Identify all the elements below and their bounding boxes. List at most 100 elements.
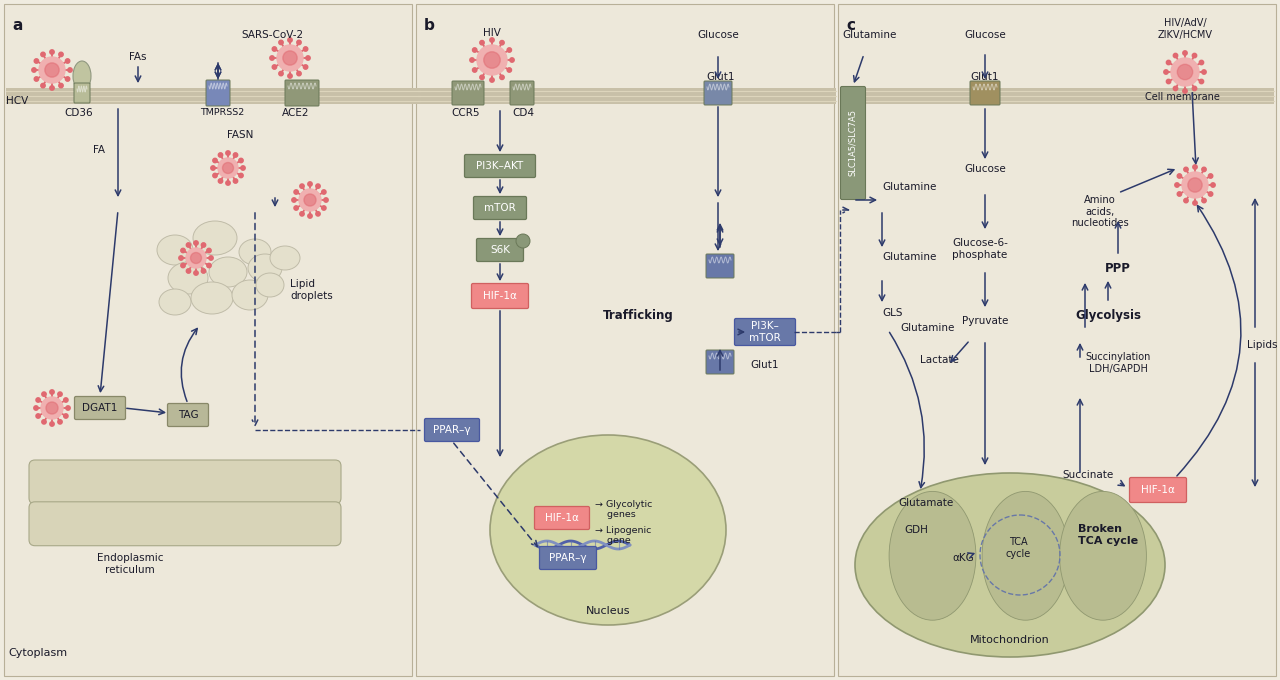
Text: PPAR–γ: PPAR–γ (433, 425, 471, 435)
Circle shape (207, 248, 211, 253)
FancyBboxPatch shape (476, 239, 524, 262)
FancyBboxPatch shape (535, 507, 590, 530)
Text: → Glycolytic
    genes: → Glycolytic genes (595, 500, 653, 520)
Circle shape (219, 153, 223, 157)
Circle shape (36, 398, 41, 402)
Text: Glutamine: Glutamine (900, 323, 955, 333)
Text: Glutamine: Glutamine (842, 30, 897, 40)
Circle shape (42, 392, 46, 396)
Circle shape (180, 263, 186, 268)
Circle shape (499, 41, 504, 45)
Circle shape (288, 38, 292, 42)
Text: Glucose-6-
phosphate: Glucose-6- phosphate (952, 238, 1007, 260)
FancyBboxPatch shape (29, 460, 340, 504)
Text: ACE2: ACE2 (282, 108, 310, 118)
Circle shape (1193, 165, 1197, 169)
Circle shape (209, 256, 214, 260)
Circle shape (65, 58, 70, 63)
Circle shape (1208, 192, 1212, 197)
Circle shape (35, 58, 38, 63)
Circle shape (1178, 192, 1181, 197)
Text: PPAR–γ: PPAR–γ (549, 553, 586, 563)
Circle shape (64, 398, 68, 402)
Text: HCV: HCV (6, 96, 28, 106)
Ellipse shape (209, 257, 247, 287)
Circle shape (58, 392, 63, 396)
Circle shape (1188, 178, 1202, 192)
Text: FAs: FAs (129, 52, 147, 62)
Text: Amino
acids,
nucleotides: Amino acids, nucleotides (1071, 195, 1129, 228)
Ellipse shape (256, 273, 284, 297)
Text: Succinylation
LDH/GAPDH: Succinylation LDH/GAPDH (1085, 352, 1151, 373)
Circle shape (1174, 86, 1178, 90)
FancyBboxPatch shape (1129, 477, 1187, 503)
Ellipse shape (1060, 492, 1147, 620)
Circle shape (1178, 174, 1181, 178)
Circle shape (50, 422, 54, 426)
Circle shape (187, 269, 191, 273)
Text: HIF-1α: HIF-1α (483, 291, 517, 301)
Text: Endoplasmic
reticulum: Endoplasmic reticulum (97, 553, 164, 575)
Circle shape (1166, 80, 1171, 84)
FancyBboxPatch shape (465, 154, 535, 177)
Circle shape (297, 40, 301, 45)
Circle shape (41, 397, 63, 419)
FancyBboxPatch shape (539, 547, 596, 570)
Ellipse shape (270, 246, 300, 270)
Circle shape (1192, 86, 1197, 90)
Text: TMPRSS2: TMPRSS2 (200, 108, 244, 117)
Circle shape (1183, 89, 1188, 93)
Text: Glut1: Glut1 (750, 360, 778, 370)
Text: SLC1A5/SLC7A5: SLC1A5/SLC7A5 (849, 109, 858, 177)
Circle shape (499, 75, 504, 80)
Circle shape (180, 248, 186, 253)
Circle shape (193, 241, 198, 245)
FancyBboxPatch shape (74, 83, 90, 103)
Ellipse shape (157, 235, 193, 265)
Circle shape (33, 406, 38, 410)
FancyBboxPatch shape (29, 502, 340, 546)
Text: FASN: FASN (227, 130, 253, 140)
FancyBboxPatch shape (704, 81, 732, 105)
FancyBboxPatch shape (471, 284, 529, 309)
Text: SARS-CoV-2: SARS-CoV-2 (241, 30, 303, 40)
Text: PI3K–AKT: PI3K–AKT (476, 161, 524, 171)
Circle shape (316, 211, 320, 216)
Circle shape (59, 84, 63, 88)
Circle shape (321, 206, 326, 210)
Circle shape (32, 68, 36, 72)
Circle shape (484, 52, 500, 68)
Circle shape (1199, 80, 1203, 84)
FancyBboxPatch shape (425, 418, 480, 441)
Ellipse shape (239, 239, 271, 265)
Text: HIF-1α: HIF-1α (545, 513, 579, 523)
Circle shape (41, 84, 45, 88)
Circle shape (279, 71, 283, 75)
Text: TAG: TAG (178, 410, 198, 420)
Text: PI3K–
mTOR: PI3K– mTOR (749, 321, 781, 343)
FancyBboxPatch shape (841, 86, 865, 199)
Circle shape (211, 166, 215, 170)
Circle shape (58, 420, 63, 424)
Text: Succinate: Succinate (1062, 470, 1114, 480)
Text: Glucose: Glucose (698, 30, 739, 40)
Text: FA: FA (93, 145, 105, 155)
Ellipse shape (855, 473, 1165, 657)
Circle shape (507, 68, 512, 72)
Circle shape (1193, 201, 1197, 205)
Circle shape (35, 77, 38, 81)
Circle shape (477, 45, 507, 75)
FancyBboxPatch shape (707, 350, 733, 374)
Circle shape (212, 158, 218, 163)
Circle shape (490, 78, 494, 82)
Text: Glut1: Glut1 (970, 72, 998, 82)
FancyBboxPatch shape (735, 318, 795, 345)
Circle shape (316, 184, 320, 188)
FancyBboxPatch shape (74, 396, 125, 420)
Circle shape (283, 51, 297, 65)
Text: Lactate: Lactate (920, 355, 959, 365)
Text: Glucose: Glucose (964, 30, 1006, 40)
Text: CCR5: CCR5 (451, 108, 480, 118)
Circle shape (292, 198, 296, 202)
Circle shape (179, 256, 183, 260)
